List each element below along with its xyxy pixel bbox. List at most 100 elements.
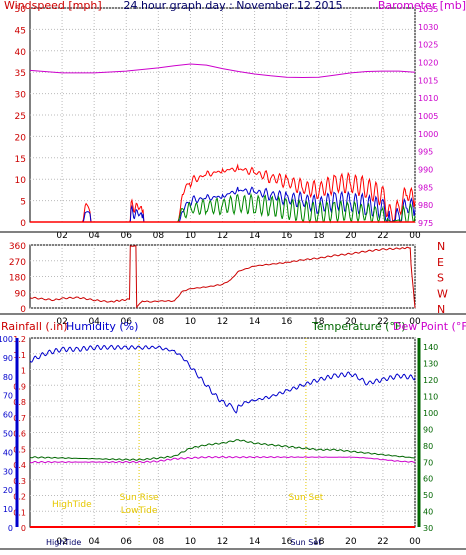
x-tick-label: 06: [121, 231, 133, 241]
temp-tick-label: 30: [423, 524, 433, 533]
x-tick-label: 12: [217, 317, 228, 327]
rain-tick-label: 0.8: [13, 398, 26, 407]
y-left-tick-label: 0: [20, 305, 26, 315]
rain-tick-label: 0.6: [13, 430, 26, 439]
y-left-tick-label: 90: [15, 289, 27, 299]
compass-label: W: [437, 287, 448, 300]
x-tick-label: 00: [409, 537, 421, 547]
y-left-tick-label: 180: [9, 274, 26, 284]
y-right-tick-label: 1025: [418, 41, 438, 50]
bottom-label-sunset: Sun Set: [290, 538, 321, 547]
left-axis-label: Windspeed [mph]: [4, 0, 102, 12]
y-left-tick-label: 35: [15, 69, 26, 79]
y-right-tick-label: 1000: [418, 130, 438, 139]
y-right-tick-label: 980: [418, 201, 433, 210]
x-tick-label: 10: [185, 537, 197, 547]
temp-tick-label: 80: [423, 442, 433, 451]
humidity-tick-label: 60: [3, 411, 13, 420]
y-left-tick-label: 50: [15, 5, 27, 15]
x-tick-label: 12: [217, 231, 228, 241]
y-left-tick-label: 5: [20, 198, 26, 208]
humidity-tick-label: 10: [3, 505, 13, 514]
rain-tick-label: 1: [21, 367, 26, 376]
y-left-tick-label: 360: [9, 242, 26, 252]
temp-tick-label: 50: [423, 491, 433, 500]
x-tick-label: 06: [121, 537, 133, 547]
annotation-hightide: HighTide: [52, 500, 92, 510]
y-left-tick-label: 15: [15, 155, 26, 165]
y-right-tick-label: 1010: [418, 94, 438, 103]
compass-label: E: [437, 256, 444, 269]
annotation-lowtide: LowTide: [121, 506, 158, 516]
y-right-tick-label: 995: [418, 148, 433, 157]
y-right-tick-label: 990: [418, 166, 433, 175]
x-tick-label: 16: [281, 231, 293, 241]
y-left-tick-label: 30: [15, 91, 27, 101]
x-tick-label: 00: [409, 231, 421, 241]
rainfall-label: Rainfall (.in): [1, 320, 68, 333]
y-left-tick-label: 20: [15, 133, 27, 143]
x-tick-label: 06: [121, 317, 133, 327]
y-left-tick-label: 25: [15, 112, 26, 122]
humidity-tick-label: 70: [3, 392, 13, 401]
compass-label: N: [437, 240, 445, 253]
temp-tick-label: 60: [423, 475, 433, 484]
bottom-label-hightide: HighTide: [46, 538, 81, 547]
dewpoint-label: Dew Point (°F): [393, 320, 466, 333]
temperature-label: Temperature (°F): [311, 320, 406, 333]
x-tick-label: 20: [345, 317, 357, 327]
x-tick-label: 04: [88, 317, 100, 327]
y-right-tick-label: 975: [418, 219, 433, 228]
rain-tick-label: 1.1: [13, 351, 26, 360]
series-line-dew-point: [29, 455, 416, 464]
x-tick-label: 00: [409, 317, 421, 327]
rain-tick-label: 0.1: [13, 508, 26, 517]
y-left-tick-label: 45: [15, 26, 26, 36]
y-left-tick-label: 40: [15, 48, 27, 58]
x-tick-label: 02: [56, 231, 67, 241]
x-tick-label: 22: [377, 231, 388, 241]
y-right-tick-label: 1020: [418, 59, 438, 68]
y-right-tick-label: 1035: [418, 5, 438, 14]
series-line-barometer: [29, 63, 416, 79]
humidity-tick-label: 50: [3, 430, 13, 439]
series-line-wind-avg: [30, 192, 416, 224]
x-tick-label: 08: [153, 537, 165, 547]
x-tick-label: 20: [345, 537, 357, 547]
humidity-tick-label: 100: [0, 335, 13, 344]
series-line-humidity: [29, 344, 416, 414]
x-tick-label: 08: [153, 231, 165, 241]
rain-tick-label: 0.4: [13, 461, 26, 470]
x-tick-label: 22: [377, 317, 388, 327]
temp-tick-label: 70: [423, 458, 433, 467]
rain-tick-label: 0.9: [13, 382, 26, 391]
chart-title: 24 hour graph day : November 12 2015: [123, 0, 342, 12]
rain-tick-label: 0.7: [13, 414, 26, 423]
y-right-tick-label: 985: [418, 183, 433, 192]
temp-tick-label: 130: [423, 360, 438, 369]
x-tick-label: 02: [56, 317, 67, 327]
x-tick-label: 18: [313, 537, 325, 547]
rain-tick-label: 1.2: [13, 335, 26, 344]
x-tick-label: 20: [345, 231, 357, 241]
y-left-tick-label: 10: [15, 176, 27, 186]
x-tick-label: 16: [281, 317, 293, 327]
humidity-tick-label: 80: [3, 373, 13, 382]
temp-tick-label: 120: [423, 376, 438, 385]
humidity-label: Humidity (%): [66, 320, 138, 333]
y-right-tick-label: 1005: [418, 112, 438, 121]
x-tick-label: 02: [56, 537, 67, 547]
series-line-wind-direction: [29, 245, 416, 309]
x-tick-label: 12: [217, 537, 228, 547]
y-left-tick-label: 0: [20, 219, 26, 229]
rain-tick-label: 0: [21, 524, 26, 533]
humidity-tick-label: 0: [8, 524, 13, 533]
x-tick-label: 22: [377, 537, 388, 547]
series-line-temperature: [29, 439, 416, 461]
humidity-tick-label: 90: [3, 354, 13, 363]
right-axis-label: Barometer [mb]: [378, 0, 466, 12]
x-tick-label: 10: [185, 317, 197, 327]
x-tick-label: 14: [249, 537, 261, 547]
